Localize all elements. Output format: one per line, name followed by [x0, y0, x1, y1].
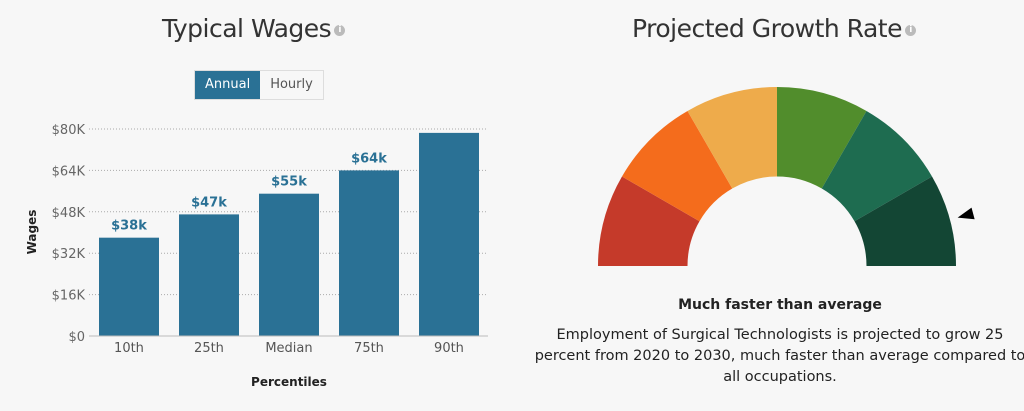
wage-period-toggle: Annual Hourly: [194, 70, 324, 100]
bar-Median: [259, 193, 319, 336]
x-tick-label: 75th: [354, 341, 384, 356]
x-tick-label: Median: [265, 341, 312, 356]
y-tick-label: $48K: [52, 206, 86, 221]
x-tick-label: 25th: [194, 341, 224, 356]
bar-75th: [339, 170, 399, 336]
y-tick-label: $80K: [52, 123, 86, 138]
growth-title-text: Projected Growth Rate: [632, 14, 903, 43]
gauge-segment-4: [777, 87, 867, 189]
wages-title-text: Typical Wages: [162, 14, 332, 43]
gauge-segment-1: [598, 176, 700, 266]
growth-gauge: [598, 87, 975, 266]
gauge-segment-6: [854, 176, 957, 266]
annual-button[interactable]: Annual: [195, 71, 261, 99]
growth-rating: Much faster than average: [678, 297, 882, 313]
growth-title: Projected Growth Rate i: [632, 14, 916, 43]
y-axis-title: Wages: [25, 210, 39, 255]
bar-25th: [179, 214, 239, 336]
bar-10th: [99, 237, 159, 336]
x-tick-label: 10th: [114, 341, 144, 356]
bar-90th: [419, 132, 479, 336]
hourly-button[interactable]: Hourly: [260, 71, 323, 99]
growth-description: Employment of Surgical Technologists is …: [534, 327, 1024, 385]
x-tick-label: 90th: [434, 341, 464, 356]
y-tick-label: $16K: [52, 289, 86, 304]
gauge-segment-3: [687, 87, 777, 189]
x-axis-title: Percentiles: [251, 375, 327, 389]
gauge-pointer-icon: [957, 207, 975, 220]
data-label: $64k: [351, 151, 387, 166]
info-icon[interactable]: i: [334, 24, 346, 36]
wages-bar-chart: $0 $16K $32K $48K $64K $80K $38k 10th $47k 25th $5…: [25, 123, 488, 389]
data-label: $38k: [111, 219, 147, 234]
data-label: $55k: [271, 175, 307, 190]
data-label: $47k: [191, 195, 227, 210]
gauge-segment-2: [621, 110, 733, 222]
info-icon[interactable]: i: [905, 24, 916, 36]
y-tick-label: $32K: [52, 247, 86, 262]
y-tick-label: $64K: [52, 164, 86, 179]
gauge-segment-5: [821, 110, 933, 222]
wages-title: Typical Wages i: [162, 14, 346, 43]
y-tick-label: $0: [68, 330, 85, 345]
